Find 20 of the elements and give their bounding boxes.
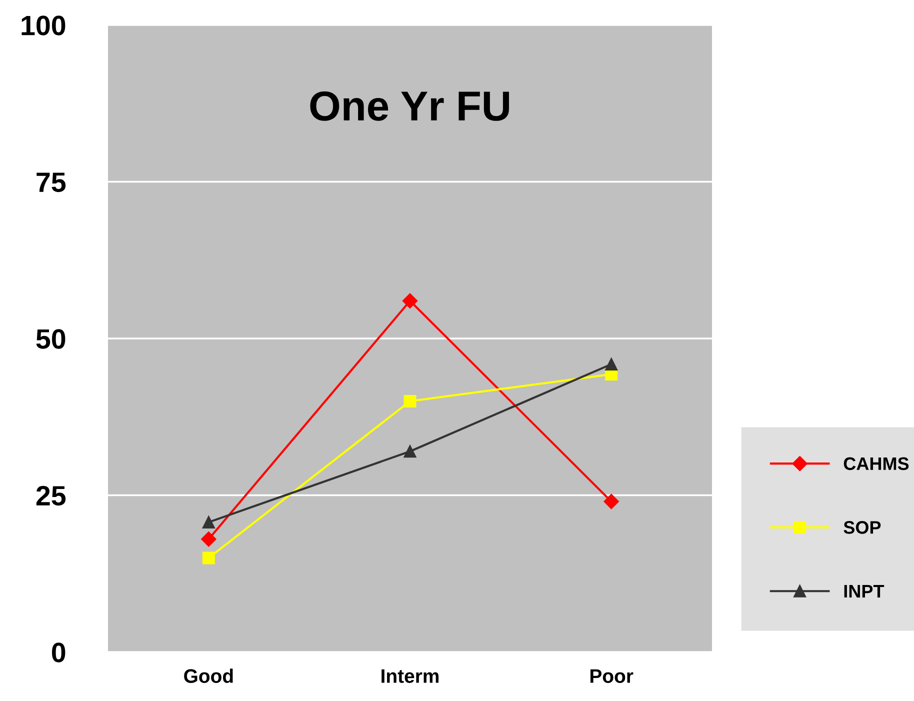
text: One Yr FU: [310, 91, 509, 121]
y-tick-label: 100: [22, 16, 66, 36]
point: [605, 358, 618, 370]
x-tick-label: Poor: [590, 669, 634, 683]
point: [404, 445, 416, 458]
y-tick-label: 0: [52, 642, 66, 662]
legend-label: CAHMS: [844, 457, 909, 470]
y-tick-label: 50: [36, 329, 66, 349]
point: [202, 516, 215, 528]
legend-label: SOP: [844, 521, 881, 534]
point: [402, 293, 418, 308]
x-tick-label: Interm: [382, 669, 439, 683]
y-tick-label: 75: [36, 172, 66, 192]
y-tick-label: 25: [36, 486, 66, 506]
point: [202, 552, 215, 564]
point: [201, 532, 216, 547]
x-tick-label: Good: [184, 668, 233, 683]
legend-label: INPT: [844, 585, 884, 598]
point: [604, 494, 619, 510]
point: [404, 394, 416, 408]
